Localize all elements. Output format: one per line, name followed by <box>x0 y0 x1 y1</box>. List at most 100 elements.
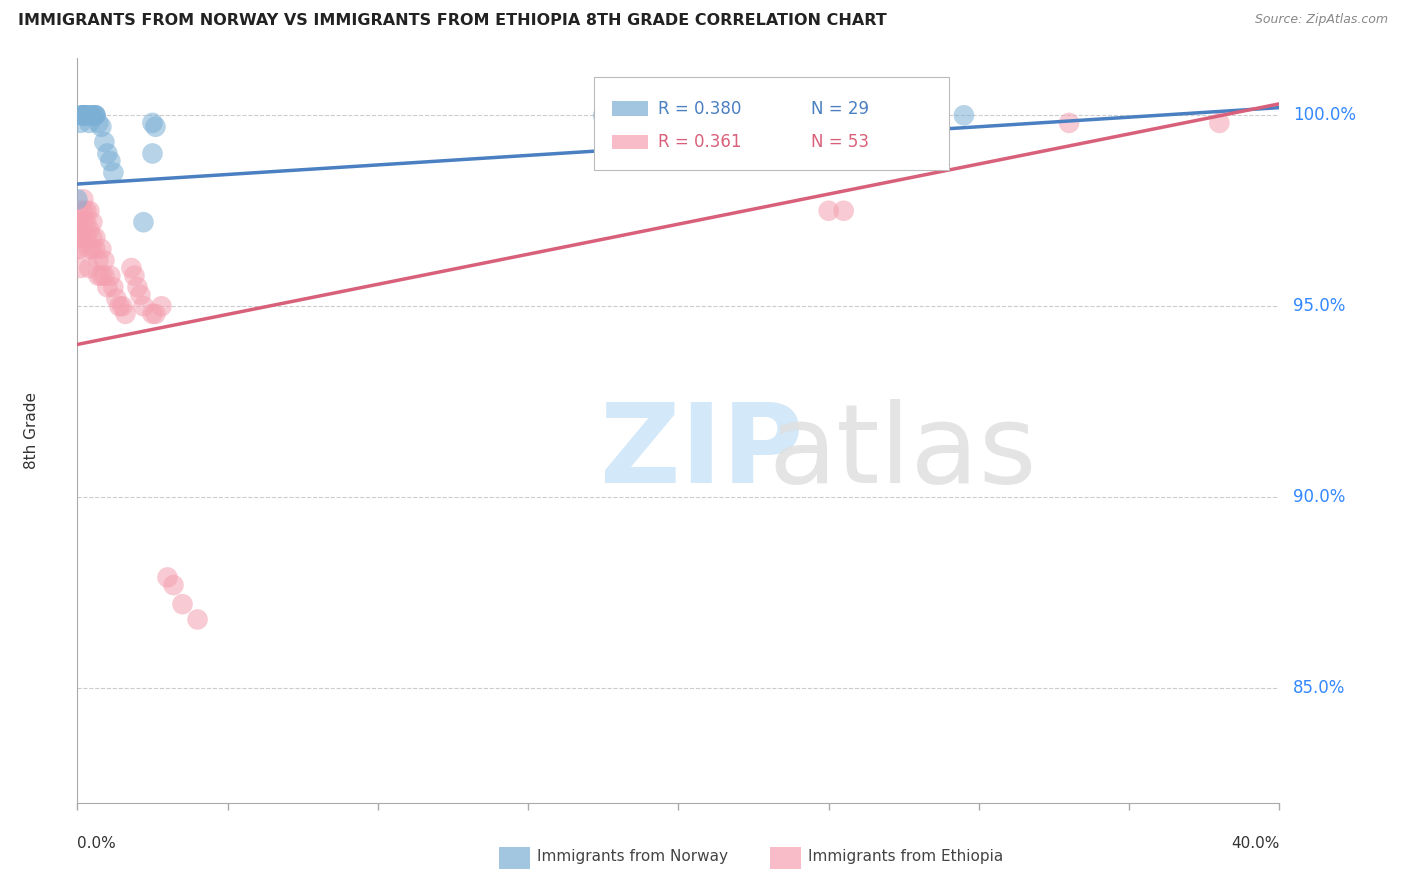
Text: Source: ZipAtlas.com: Source: ZipAtlas.com <box>1254 13 1388 27</box>
Point <box>84 108 107 122</box>
Point <box>100 268 122 283</box>
Point <box>87 253 110 268</box>
Point <box>141 146 163 161</box>
Point <box>69 230 91 244</box>
Point <box>72 108 94 122</box>
Point <box>90 242 112 256</box>
Point <box>66 242 89 256</box>
Text: 0.0%: 0.0% <box>77 837 117 851</box>
Point <box>79 261 101 276</box>
Bar <box>612 135 648 150</box>
Text: ZIP: ZIP <box>600 400 804 507</box>
Text: Immigrants from Ethiopia: Immigrants from Ethiopia <box>808 849 1004 863</box>
Point <box>84 108 107 122</box>
Point <box>75 203 97 218</box>
Point <box>129 287 152 301</box>
Point <box>127 280 149 294</box>
Point <box>100 154 122 169</box>
Point <box>145 307 167 321</box>
Point <box>79 223 101 237</box>
Text: 95.0%: 95.0% <box>1294 297 1346 315</box>
Text: 85.0%: 85.0% <box>1294 679 1346 698</box>
Text: R = 0.361: R = 0.361 <box>658 133 741 151</box>
Point <box>72 230 94 244</box>
Point <box>84 108 107 122</box>
Point <box>93 253 115 268</box>
Point <box>82 230 104 244</box>
Point <box>69 242 91 256</box>
Point <box>111 299 134 313</box>
Point <box>82 108 104 122</box>
Point <box>132 215 155 229</box>
Point <box>156 570 179 584</box>
Point <box>75 108 97 122</box>
Point <box>84 230 107 244</box>
Text: 90.0%: 90.0% <box>1294 488 1346 507</box>
Text: 100.0%: 100.0% <box>1294 106 1357 124</box>
Point <box>103 165 125 179</box>
Text: R = 0.380: R = 0.380 <box>658 100 741 118</box>
Point <box>72 192 94 206</box>
Point <box>90 268 112 283</box>
Point <box>82 108 104 122</box>
Point <box>79 203 101 218</box>
Bar <box>612 101 648 116</box>
Point <box>1057 116 1080 130</box>
Point <box>72 108 94 122</box>
Point <box>124 268 146 283</box>
Point <box>186 612 209 626</box>
Point <box>79 108 101 122</box>
Point <box>114 307 136 321</box>
Point <box>172 597 194 611</box>
Point <box>141 307 163 321</box>
Text: N = 53: N = 53 <box>811 133 869 151</box>
Point <box>75 230 97 244</box>
Point <box>72 108 94 122</box>
Point <box>66 192 89 206</box>
Point <box>108 299 131 313</box>
Point <box>713 116 735 130</box>
Point <box>72 108 94 122</box>
Text: atlas: atlas <box>769 400 1038 507</box>
Point <box>832 203 855 218</box>
Point <box>69 261 91 276</box>
Point <box>69 116 91 130</box>
Point <box>150 299 173 313</box>
Point <box>93 268 115 283</box>
Point <box>69 203 91 218</box>
Point <box>103 280 125 294</box>
Point <box>66 215 89 229</box>
Text: 40.0%: 40.0% <box>1232 837 1279 851</box>
Point <box>82 215 104 229</box>
Text: N = 29: N = 29 <box>811 100 869 118</box>
Point <box>93 135 115 149</box>
Point <box>120 261 142 276</box>
Point <box>79 242 101 256</box>
Point <box>953 108 976 122</box>
Point <box>84 242 107 256</box>
Point <box>141 116 163 130</box>
Point <box>87 268 110 283</box>
Point <box>72 203 94 218</box>
Text: Immigrants from Norway: Immigrants from Norway <box>537 849 728 863</box>
Point <box>817 203 839 218</box>
Point <box>105 292 128 306</box>
Point <box>96 146 118 161</box>
Text: 8th Grade: 8th Grade <box>24 392 39 469</box>
Point <box>592 108 614 122</box>
Point <box>75 108 97 122</box>
Point <box>132 299 155 313</box>
Point <box>75 215 97 229</box>
Point <box>66 223 89 237</box>
Point <box>69 108 91 122</box>
Point <box>72 215 94 229</box>
Point <box>82 242 104 256</box>
Point <box>162 578 184 592</box>
Point <box>87 116 110 130</box>
Text: IMMIGRANTS FROM NORWAY VS IMMIGRANTS FROM ETHIOPIA 8TH GRADE CORRELATION CHART: IMMIGRANTS FROM NORWAY VS IMMIGRANTS FRO… <box>18 13 887 29</box>
Point <box>69 223 91 237</box>
Point <box>145 120 167 134</box>
Point <box>90 120 112 134</box>
Point <box>1208 116 1230 130</box>
Point <box>96 280 118 294</box>
